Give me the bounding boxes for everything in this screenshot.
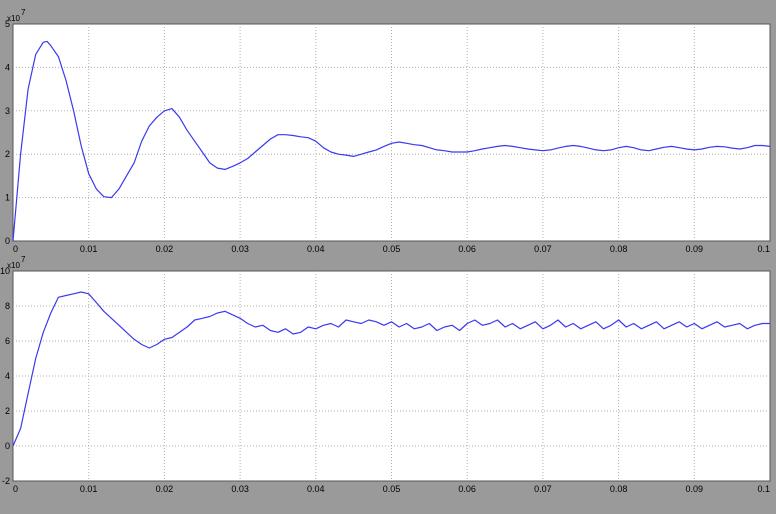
x-tick-label: 0.04 <box>307 484 325 494</box>
x-tick-label: 0.01 <box>80 484 98 494</box>
x-tick-label: 0.04 <box>307 244 325 254</box>
x-tick-label: 0.08 <box>610 244 628 254</box>
x-tick-label: 0.09 <box>686 244 704 254</box>
y-tick-label: 3 <box>5 106 10 116</box>
y-tick-label: 4 <box>5 371 10 381</box>
y-exponent-label: x10 <box>7 14 20 23</box>
x-tick-label: 0.06 <box>458 484 476 494</box>
x-tick-label: 0.1 <box>757 484 770 494</box>
x-tick-label: 0.03 <box>231 244 249 254</box>
y-exponent-power: 7 <box>21 8 26 17</box>
y-exponent-label: x10 <box>7 261 20 270</box>
x-tick-label: 0.05 <box>383 244 401 254</box>
y-tick-label: 8 <box>5 301 10 311</box>
y-exponent-power: 7 <box>21 255 26 264</box>
x-tick-label: 0 <box>13 244 18 254</box>
x-tick-label: 0.07 <box>534 484 552 494</box>
series-line <box>12 291 770 447</box>
x-tick-label: 0.02 <box>156 484 174 494</box>
x-tick-label: 0.06 <box>458 244 476 254</box>
x-tick-label: 0.09 <box>686 484 704 494</box>
y-tick-label: 2 <box>5 406 10 416</box>
y-tick-label: 10 <box>0 266 10 276</box>
x-tick-label: 0.08 <box>610 484 628 494</box>
y-tick-label: 4 <box>5 62 10 72</box>
series-line <box>12 40 771 242</box>
x-tick-label: 0.07 <box>534 244 552 254</box>
y-tick-label: 2 <box>5 149 10 159</box>
x-tick-label: 0.02 <box>156 244 174 254</box>
y-tick-label: 5 <box>5 19 10 29</box>
x-tick-label: 0.01 <box>80 244 98 254</box>
y-tick-label: 6 <box>5 336 10 346</box>
x-tick-label: 0 <box>13 484 18 494</box>
y-tick-label: 0 <box>5 236 10 246</box>
y-tick-label: 1 <box>5 193 10 203</box>
x-tick-label: 0.05 <box>383 484 401 494</box>
y-tick-label: -2 <box>2 476 10 486</box>
top-plot: 0 0.01 0.02 0.03 0.04 0.05 0.06 0.07 0.08 0.09 0.1… <box>5 8 771 254</box>
y-tick-label: 0 <box>5 441 10 451</box>
bottom-plot: 0 0.01 0.02 0.03 0.04 0.05 0.06 0.07 0.08 0.09 0.1… <box>0 255 771 494</box>
x-tick-label: 0.1 <box>757 244 770 254</box>
x-tick-label: 0.03 <box>231 484 249 494</box>
